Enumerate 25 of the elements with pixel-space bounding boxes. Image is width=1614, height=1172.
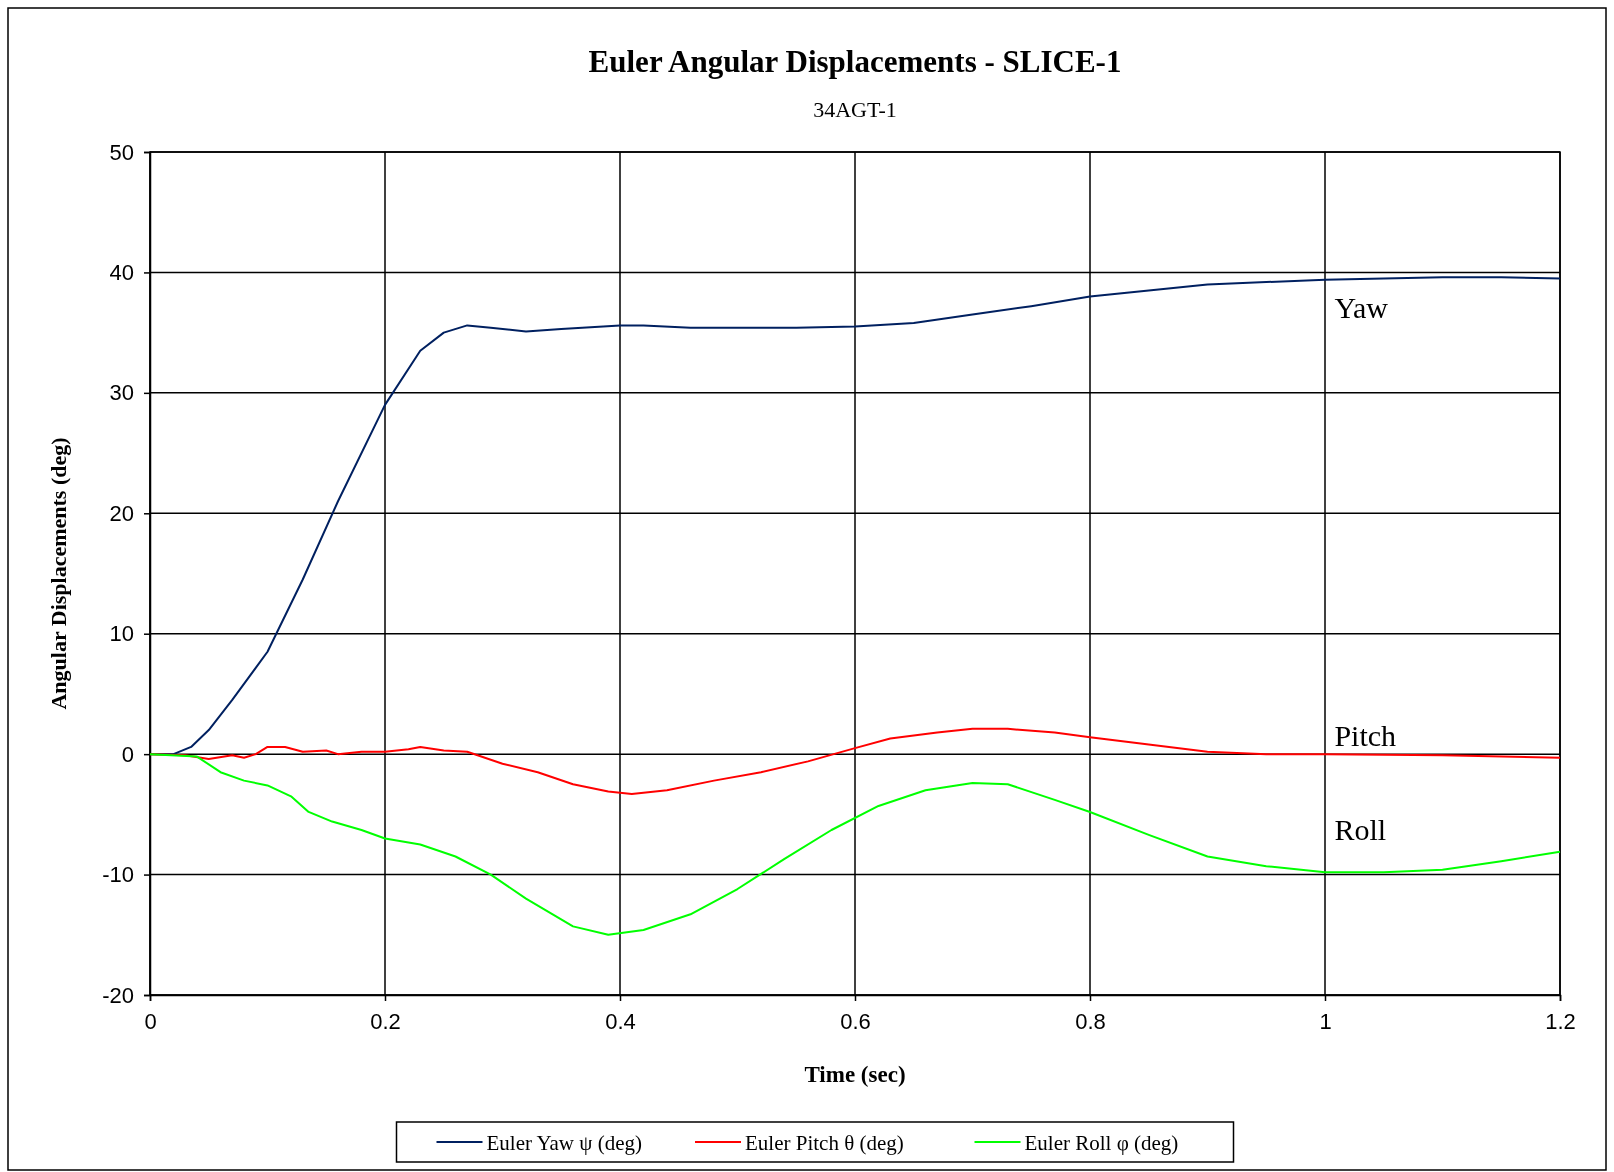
x-tick-label: 0.8	[1075, 1008, 1106, 1034]
y-tick-label: 20	[109, 500, 134, 526]
chart-title: Euler Angular Displacements - SLICE-1	[588, 44, 1122, 79]
y-tick-label: 0	[121, 741, 134, 767]
x-tick-label: 0	[144, 1008, 157, 1034]
chart-subtitle: 34AGT-1	[813, 97, 897, 122]
x-tick-label: 1.2	[1545, 1008, 1576, 1034]
x-axis-title: Time (sec)	[804, 1062, 906, 1087]
x-tick-label: 0.2	[370, 1008, 401, 1034]
y-tick-label: -20	[102, 982, 134, 1008]
y-tick-label: 30	[109, 380, 134, 406]
y-tick-label: -10	[102, 862, 134, 888]
y-tick-label: 40	[109, 259, 134, 285]
legend-label: Euler Yaw ψ (deg)	[486, 1131, 642, 1155]
legend-label: Euler Pitch θ (deg)	[745, 1131, 904, 1155]
y-axis-title: Angular Displacements (deg)	[46, 437, 71, 710]
annotation: Yaw	[1334, 291, 1389, 325]
annotation: Roll	[1334, 812, 1387, 846]
annotation: Pitch	[1334, 718, 1397, 752]
legend-label: Euler Roll φ (deg)	[1024, 1131, 1179, 1155]
x-tick-label: 1	[1319, 1008, 1332, 1034]
y-tick-label: 50	[109, 139, 134, 165]
x-tick-label: 0.6	[840, 1008, 871, 1034]
y-tick-label: 10	[109, 621, 134, 647]
x-tick-label: 0.4	[605, 1008, 636, 1034]
